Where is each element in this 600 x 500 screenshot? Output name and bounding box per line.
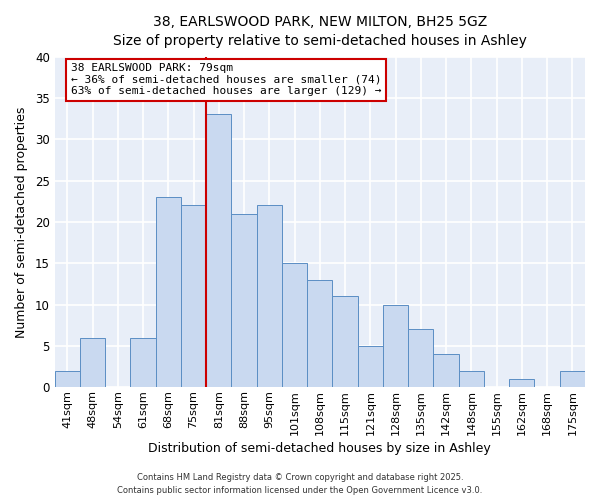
X-axis label: Distribution of semi-detached houses by size in Ashley: Distribution of semi-detached houses by … — [148, 442, 491, 455]
Bar — [55, 370, 80, 388]
Bar — [206, 114, 232, 388]
Bar — [408, 330, 433, 388]
Bar — [433, 354, 459, 388]
Bar — [383, 304, 408, 388]
Bar — [232, 214, 257, 388]
Bar — [332, 296, 358, 388]
Bar — [155, 197, 181, 388]
Title: 38, EARLSWOOD PARK, NEW MILTON, BH25 5GZ
Size of property relative to semi-detac: 38, EARLSWOOD PARK, NEW MILTON, BH25 5GZ… — [113, 15, 527, 48]
Bar — [560, 370, 585, 388]
Bar — [130, 338, 155, 388]
Bar — [80, 338, 105, 388]
Bar — [282, 264, 307, 388]
Bar — [358, 346, 383, 388]
Bar — [181, 206, 206, 388]
Text: 38 EARLSWOOD PARK: 79sqm
← 36% of semi-detached houses are smaller (74)
63% of s: 38 EARLSWOOD PARK: 79sqm ← 36% of semi-d… — [71, 63, 381, 96]
Y-axis label: Number of semi-detached properties: Number of semi-detached properties — [15, 106, 28, 338]
Bar — [459, 370, 484, 388]
Text: Contains HM Land Registry data © Crown copyright and database right 2025.
Contai: Contains HM Land Registry data © Crown c… — [118, 474, 482, 495]
Bar — [307, 280, 332, 388]
Bar — [509, 379, 535, 388]
Bar — [257, 206, 282, 388]
